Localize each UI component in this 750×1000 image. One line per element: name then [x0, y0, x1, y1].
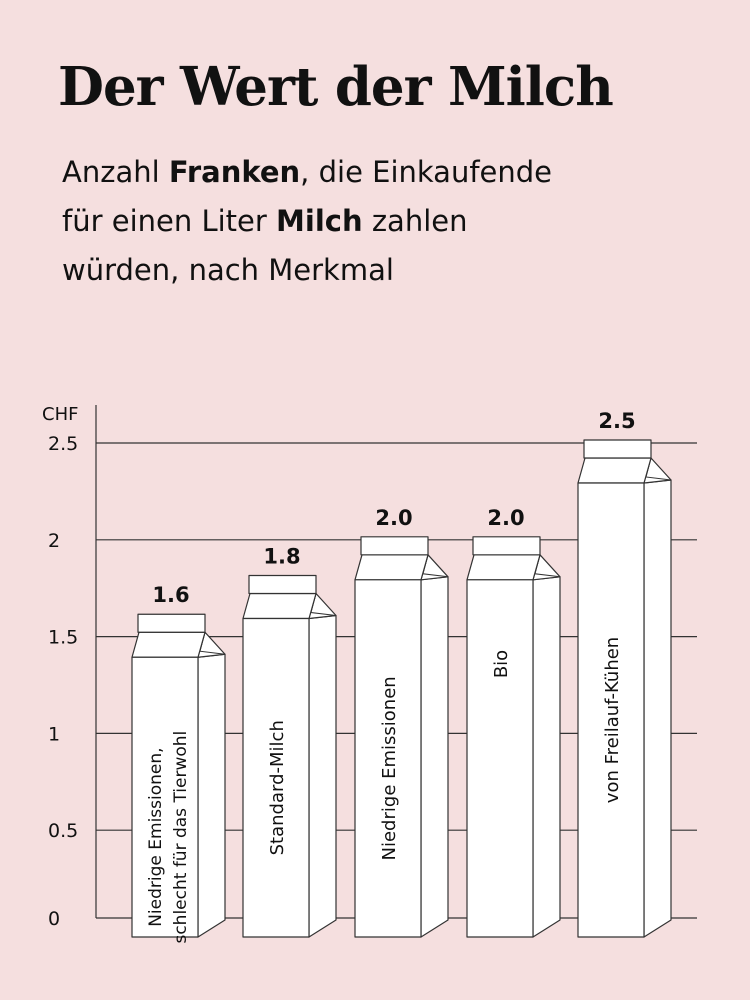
carton-cap	[360, 536, 429, 556]
category-label: Bio	[491, 650, 512, 678]
y-tick-label: 0	[48, 908, 60, 930]
chart-subtitle: Anzahl Franken, die Einkaufende für eine…	[62, 148, 702, 295]
value-label: 1.6	[152, 583, 189, 607]
subtitle-text: Anzahl	[62, 155, 169, 189]
y-tick-label: 0.5	[48, 820, 78, 842]
carton-side	[308, 614, 337, 938]
carton-side	[532, 576, 561, 938]
value-label: 2.5	[598, 409, 635, 433]
carton-side	[197, 653, 226, 938]
carton-gable-front	[577, 457, 652, 484]
carton-side	[420, 576, 449, 938]
carton-cap	[583, 439, 652, 459]
carton-bar	[242, 617, 310, 938]
category-label: Niedrige Emissionen,	[146, 747, 166, 926]
category-label: Niedrige Emissionen	[379, 676, 400, 860]
value-label: 1.8	[263, 545, 300, 569]
carton-cap	[248, 574, 317, 595]
carton-gable-front	[131, 631, 206, 658]
y-axis-label: CHF	[42, 404, 78, 425]
subtitle-text: würden, nach Merkmal	[62, 253, 394, 287]
value-label: 2.0	[487, 506, 524, 530]
y-tick-label: 2.5	[48, 433, 78, 455]
carton-bar	[466, 579, 534, 938]
subtitle-text: zahlen	[362, 204, 468, 238]
chart-title: Der Wert der Milch	[58, 56, 614, 118]
subtitle-text: , die Einkaufende	[300, 155, 553, 189]
subtitle-emphasis: Franken	[168, 155, 301, 189]
carton-gable-front	[242, 592, 317, 620]
carton-bar	[354, 579, 422, 938]
carton-cap	[137, 613, 206, 633]
y-tick-label: 1	[48, 723, 60, 745]
value-label: 2.0	[375, 506, 412, 530]
carton-cap	[472, 536, 541, 556]
y-tick-label: 2	[48, 530, 60, 552]
carton-gable-front	[466, 554, 541, 581]
subtitle-emphasis: Milch	[276, 204, 363, 238]
category-label: von Freilauf-Kühen	[602, 637, 623, 803]
y-tick-label: 1.5	[48, 627, 78, 649]
subtitle-text: für einen Liter	[62, 204, 277, 238]
carton-gable-front	[354, 554, 429, 581]
category-label: schlecht für das Tierwohl	[171, 731, 191, 944]
carton-bar	[131, 656, 199, 938]
category-label: Standard-Milch	[267, 720, 288, 855]
carton-side	[643, 479, 672, 938]
carton-bar	[577, 482, 645, 938]
